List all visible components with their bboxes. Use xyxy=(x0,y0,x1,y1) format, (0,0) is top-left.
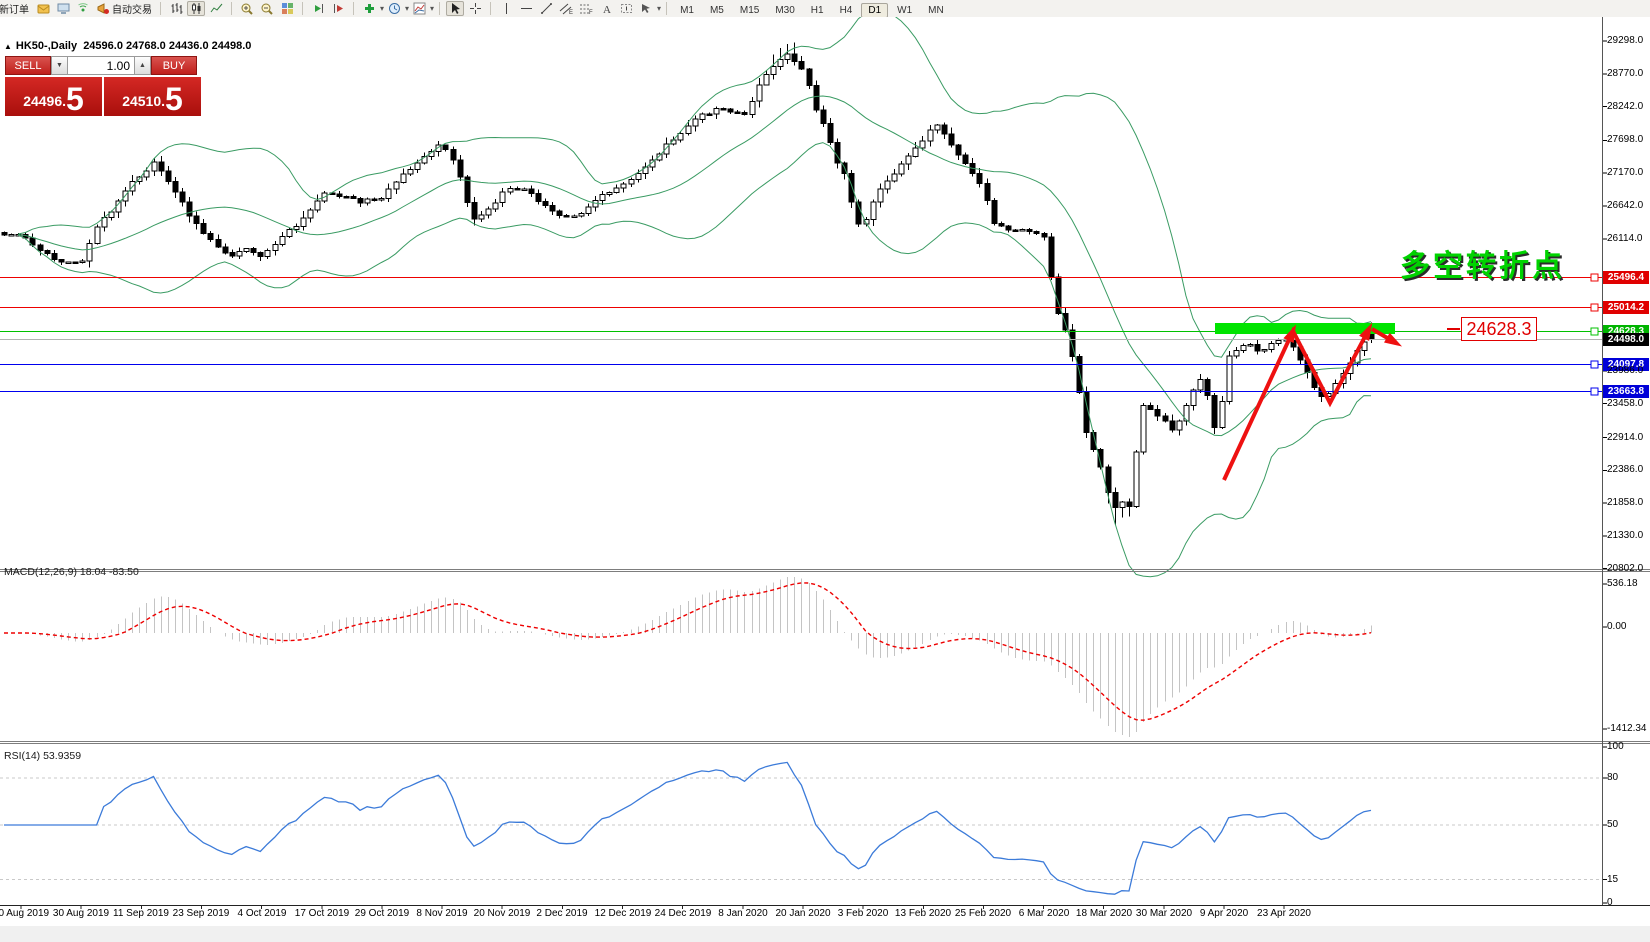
ohlc-quote-label: 24596.0 24768.0 24436.0 24498.0 xyxy=(83,40,252,52)
symbol-period-label: HK50-,Daily xyxy=(15,40,78,52)
toolbar-separator xyxy=(353,2,354,15)
line-chart-icon[interactable] xyxy=(207,1,225,16)
autotrading-label: 自动交易 xyxy=(112,5,152,16)
equidistant-channel-icon[interactable]: E xyxy=(557,1,575,16)
buy-price-big-digit: 5 xyxy=(165,81,183,117)
volume-input[interactable] xyxy=(68,56,134,75)
timeframe-m30[interactable]: M30 xyxy=(775,4,795,16)
timeframe-m5[interactable]: M5 xyxy=(709,4,724,16)
toolbar-separator xyxy=(439,2,441,15)
autotrading-button[interactable]: 自动交易 xyxy=(93,1,155,16)
toolbar-separator xyxy=(302,2,303,15)
chart-canvas[interactable] xyxy=(0,17,1650,942)
crosshair-icon[interactable] xyxy=(466,1,484,16)
sell-price-main: 24496. xyxy=(23,93,67,109)
trendline-icon[interactable] xyxy=(537,1,555,16)
cursor-icon[interactable] xyxy=(446,1,465,16)
indicators-dropdown-icon[interactable]: ▾ xyxy=(380,4,385,13)
timeframe-h4[interactable]: H4 xyxy=(839,4,853,16)
svg-text:A: A xyxy=(603,4,611,15)
bar-chart-icon[interactable] xyxy=(167,1,185,16)
toolbar-separator xyxy=(231,2,232,15)
timeframe-h1[interactable]: H1 xyxy=(810,4,824,16)
timeframe-w1[interactable]: W1 xyxy=(897,4,913,16)
shapes-icon[interactable] xyxy=(637,1,655,16)
timeframe-d1[interactable]: D1 xyxy=(861,2,889,17)
periods-clock-icon[interactable] xyxy=(385,1,403,16)
indicators-add-icon[interactable] xyxy=(360,1,378,16)
autoscroll-icon[interactable] xyxy=(309,1,327,16)
fibonacci-icon[interactable]: F xyxy=(577,1,595,16)
timeframe-mn[interactable]: MN xyxy=(928,4,944,16)
svg-text:E: E xyxy=(569,10,573,15)
tile-windows-icon[interactable] xyxy=(278,1,296,16)
text-icon[interactable]: A xyxy=(597,1,615,16)
timeframe-m1[interactable]: M1 xyxy=(680,4,694,16)
price-tag-dash xyxy=(1447,328,1460,330)
shapes-dropdown-icon[interactable]: ▾ xyxy=(657,4,662,13)
signal-icon[interactable] xyxy=(74,1,92,16)
sell-price-box[interactable]: 24496. 5 xyxy=(5,77,102,116)
toolbar-separator xyxy=(160,2,161,15)
timeframe-group: M1 M5 M15 M30 H1 H4 D1 W1 MN xyxy=(672,0,952,17)
timeframe-m15[interactable]: M15 xyxy=(739,4,760,16)
templates-dropdown-icon[interactable]: ▾ xyxy=(430,4,435,13)
sell-price-big-digit: 5 xyxy=(66,81,84,117)
sell-button[interactable]: SELL xyxy=(5,56,51,75)
templates-icon[interactable] xyxy=(410,1,428,16)
candlestick-chart-icon[interactable] xyxy=(187,1,205,16)
horizontal-line-icon[interactable] xyxy=(517,1,535,16)
chart-title: ▲ HK50-,Daily 24596.0 24768.0 24436.0 244… xyxy=(4,40,251,52)
periods-dropdown-icon[interactable]: ▾ xyxy=(405,4,410,13)
zoom-out-icon[interactable] xyxy=(258,1,276,16)
zoom-in-icon[interactable] xyxy=(238,1,256,16)
chart-panel[interactable]: 25496.4 25014.2 24628.3 24498.0 24097.8 23663… xyxy=(0,17,1650,942)
terminal-icon[interactable] xyxy=(54,1,72,16)
toolbar-separator xyxy=(490,2,492,15)
buy-price-box[interactable]: 24510. 5 xyxy=(104,77,201,116)
turning-point-annotation: 多空转折点 xyxy=(1400,250,1565,283)
buy-button[interactable]: BUY xyxy=(151,56,197,75)
news-icon[interactable] xyxy=(34,1,52,16)
megaphone-icon xyxy=(97,3,109,14)
toolbar: 新订单 自动交易 ▾ ▾ ▾ E F A xyxy=(0,0,1650,18)
text-label-icon[interactable] xyxy=(617,1,635,16)
new-order-button[interactable]: 新订单 xyxy=(0,5,29,16)
collapse-panel-icon[interactable]: ▲ xyxy=(4,42,12,51)
volume-down-button[interactable]: ▼ xyxy=(51,56,68,75)
volume-up-button[interactable]: ▲ xyxy=(134,56,151,75)
vertical-line-icon[interactable] xyxy=(497,1,515,16)
one-click-trading-panel: SELL ▼ ▲ BUY 24496.5 24510.5 xyxy=(5,56,201,116)
svg-text:F: F xyxy=(589,10,593,15)
buy-price-main: 24510. xyxy=(122,93,166,109)
toolbar-separator xyxy=(666,2,668,15)
chart-shift-icon[interactable] xyxy=(329,1,347,16)
price-tag-label: 24628.3 xyxy=(1461,317,1537,341)
